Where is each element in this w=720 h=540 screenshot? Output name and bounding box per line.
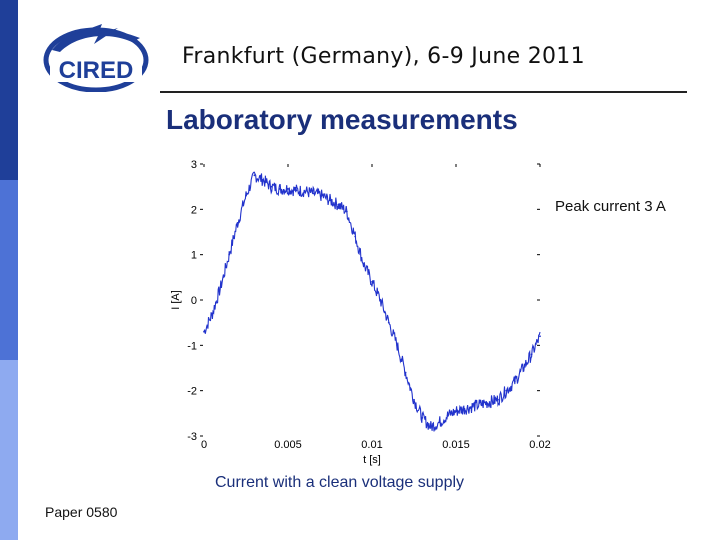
chart-caption: Current with a clean voltage supply (215, 474, 465, 491)
header-divider (160, 91, 687, 93)
data-point (429, 426, 432, 428)
data-point (371, 280, 373, 283)
data-point (463, 407, 466, 410)
logo-text: CIRED (59, 57, 134, 84)
sidebar-stripe-dark (0, 0, 18, 180)
x-tick-label: 0 (201, 439, 207, 451)
cired-logo: CIRED (40, 22, 150, 93)
data-point (278, 188, 281, 190)
data-point (539, 335, 541, 338)
data-point (261, 178, 264, 181)
data-point (497, 398, 499, 401)
x-tick-label: 0.015 (442, 439, 470, 451)
paper-number: Paper 0580 (45, 504, 118, 520)
data-point (488, 401, 491, 403)
data-point (438, 421, 441, 424)
x-tick-label: 0.005 (274, 439, 302, 451)
data-point (404, 371, 407, 374)
y-axis-label: I [A] (170, 290, 182, 310)
data-point (455, 410, 457, 412)
data-point (320, 194, 323, 197)
data-point (295, 189, 298, 192)
data-point (287, 188, 289, 190)
data-point (270, 185, 273, 188)
y-tick-label: 2 (191, 204, 197, 216)
x-axis-label: t [s] (363, 454, 381, 466)
data-point (530, 353, 533, 356)
data-point (513, 380, 516, 383)
data-point (396, 344, 399, 347)
data-point (303, 190, 306, 193)
data-point (245, 194, 247, 197)
data-point (446, 414, 449, 417)
y-tick-label: 3 (191, 159, 197, 171)
data-point (312, 192, 315, 195)
y-tick-label: 0 (191, 295, 197, 307)
data-point (421, 416, 424, 419)
y-tick-label: -2 (187, 386, 197, 398)
data-point (203, 330, 205, 333)
data-point (211, 312, 214, 315)
peak-current-annotation: Peak current 3 A (555, 198, 666, 215)
data-point (379, 299, 382, 301)
y-tick-label: -1 (187, 340, 197, 352)
x-tick-label: 0.02 (529, 439, 550, 451)
y-tick-label: 1 (191, 250, 197, 262)
data-point (236, 222, 239, 224)
data-point (354, 235, 357, 238)
data-point (228, 253, 231, 256)
data-point (480, 403, 483, 406)
slide-title: Laboratory measurements (166, 104, 518, 135)
data-point (329, 199, 331, 202)
cired-logo-graphic: CIRED (43, 24, 149, 93)
data-point (362, 262, 365, 265)
conference-info: Frankfurt (Germany), 6-9 June 2011 (182, 44, 585, 69)
data-point (337, 203, 340, 206)
data-point (505, 389, 508, 392)
data-point (345, 210, 348, 213)
y-tick-label: -3 (187, 431, 197, 443)
data-point (387, 321, 390, 324)
x-tick-label: 0.01 (361, 439, 382, 451)
series-line (203, 171, 541, 432)
data-point (522, 367, 525, 369)
data-point (471, 405, 474, 408)
data-point (253, 174, 256, 177)
sidebar-stripe-light (0, 360, 18, 540)
sidebar-stripe-mid (0, 180, 18, 360)
data-point (413, 398, 415, 401)
data-point (219, 285, 222, 288)
